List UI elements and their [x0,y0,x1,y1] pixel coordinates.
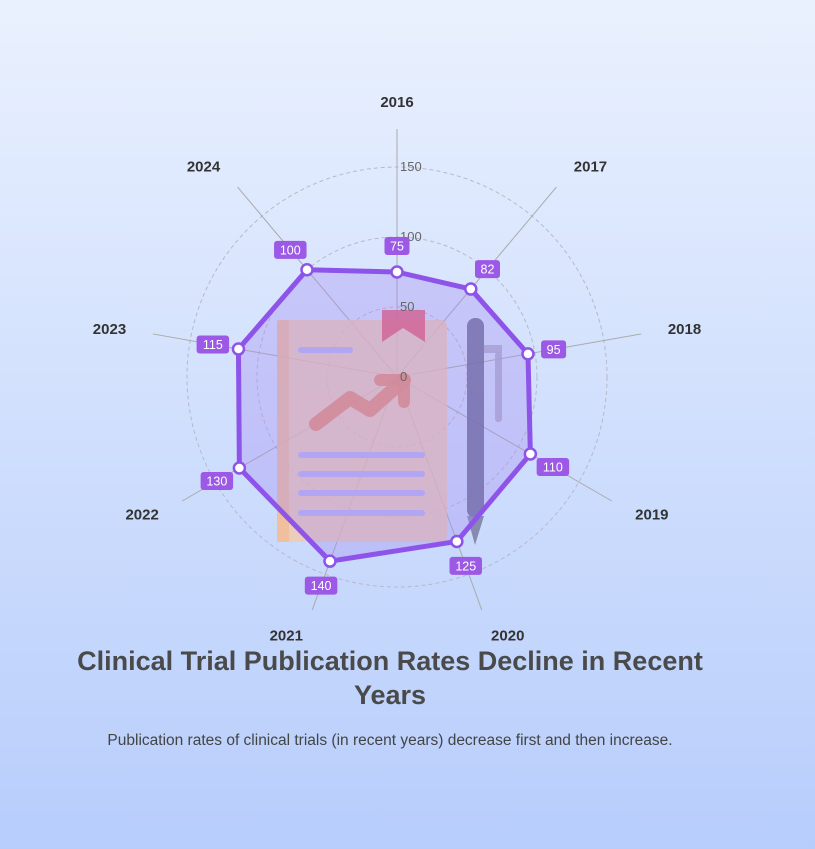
axis-label-2019: 2019 [635,507,668,524]
axis-label-2020: 2020 [491,627,524,644]
data-point [390,265,404,279]
data-label-text: 115 [203,338,223,352]
data-point [300,263,314,277]
data-label: 82 [475,260,501,279]
data-point [450,534,464,549]
data-label: 75 [384,237,410,255]
data-label: 130 [200,472,234,490]
data-point [231,342,246,356]
data-label-text: 140 [311,579,332,593]
report-clipboard-icon [277,310,502,545]
data-label: 100 [274,240,307,259]
data-label-badge [449,556,482,575]
data-label: 125 [449,556,482,575]
data-point [521,347,535,361]
radar-series [235,267,533,564]
data-label-badge [475,260,501,279]
radial-tick-label: 50 [400,299,414,314]
axis-label-2021: 2021 [270,627,303,644]
series-area [235,267,533,564]
data-label-text: 75 [390,240,404,254]
data-point [523,447,538,461]
data-label-text: 100 [280,243,301,257]
data-label-badge [196,335,230,354]
data-label-text: 130 [206,475,227,489]
data-label: 110 [536,458,570,476]
axis-label-2018: 2018 [668,321,701,338]
axis-label-2024: 2024 [187,158,221,175]
data-label-badge [541,340,567,359]
axis-label-2016: 2016 [380,94,413,111]
data-markers [231,263,538,568]
data-label-text: 95 [547,343,561,357]
data-label-text: 110 [543,461,563,475]
data-point [323,554,337,568]
data-labels: 75 82 95 110 125 140 130 115 100 [196,237,570,595]
data-point [464,282,478,296]
data-label-badge [536,458,570,476]
data-label-badge [384,237,410,255]
axis-label-2022: 2022 [125,507,158,524]
data-point [232,461,247,475]
radial-tick-label: 0 [400,369,407,384]
axis-label-2017: 2017 [574,158,607,175]
radial-tick-label: 150 [400,159,422,174]
data-label-badge [304,576,338,595]
data-label: 95 [541,340,567,359]
data-label: 115 [196,335,230,354]
chart-title: Clinical Trial Publication Rates Decline… [77,646,703,710]
data-label: 140 [304,576,338,595]
data-label-text: 82 [481,263,495,277]
axis-label-2023: 2023 [93,321,126,338]
chart-subtitle: Publication rates of clinical trials (in… [107,732,673,749]
axis-labels: 2016 2017 2018 2019 2020 2021 2022 2023 2024 [93,94,701,644]
data-label-badge [200,472,234,490]
data-label-badge [274,240,307,259]
data-label-text: 125 [455,559,476,573]
